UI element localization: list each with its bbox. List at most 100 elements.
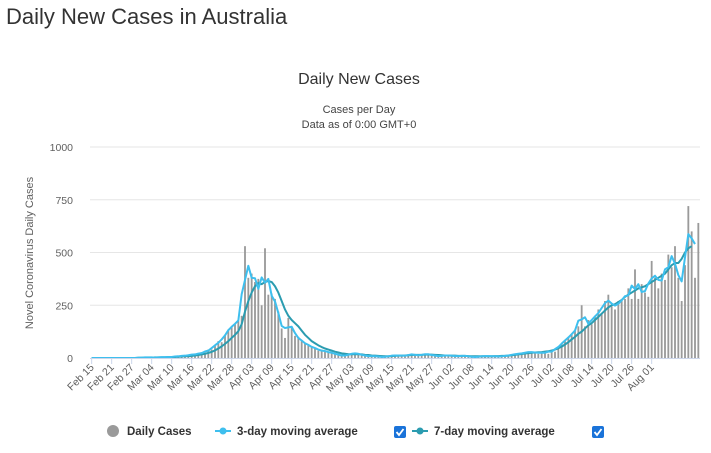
y-tick-labels: 0 250 500 750 1000 <box>50 142 74 365</box>
grid-lines <box>90 146 700 306</box>
daily-cases-bar <box>590 324 593 358</box>
daily-cases-bar <box>520 353 523 358</box>
checkbox-box <box>592 426 604 438</box>
daily-cases-bar <box>634 269 636 358</box>
chart-subtitle-line-2: Data as of 0:00 GMT+0 <box>302 119 417 131</box>
daily-cases-bar <box>697 222 700 358</box>
daily-cases-bar <box>310 346 313 358</box>
y-tick-label: 0 <box>67 353 73 365</box>
daily-cases-bar <box>420 354 423 358</box>
daily-cases-bar <box>430 354 433 358</box>
daily-cases-bar <box>270 293 273 358</box>
line-marker-dot <box>416 427 424 435</box>
daily-cases-bar <box>557 346 560 358</box>
legend-checkbox[interactable] <box>592 426 604 438</box>
moving-average-lines <box>91 233 696 359</box>
daily-cases-bar <box>670 267 673 358</box>
legend-label: Daily Cases <box>127 426 192 438</box>
daily-cases-bar <box>677 277 680 358</box>
daily-cases-bar <box>574 330 576 358</box>
daily-cases-bar <box>540 352 543 358</box>
daily-cases-bar <box>690 231 693 358</box>
daily-cases-bar <box>260 305 263 358</box>
daily-cases-bar <box>627 288 630 358</box>
daily-cases-bar <box>314 348 316 358</box>
daily-cases-bar <box>220 342 223 358</box>
legend-item-3-day-average[interactable]: 3-day moving average <box>215 426 406 438</box>
daily-cases-bar <box>600 313 603 358</box>
daily-cases-bar <box>277 311 280 358</box>
daily-cases-bar <box>527 352 530 358</box>
daily-cases-bar <box>510 354 513 358</box>
daily-cases-bar <box>414 354 416 358</box>
daily-cases-bar <box>514 354 516 358</box>
daily-cases-bar <box>210 349 213 358</box>
daily-cases-bar <box>570 334 573 358</box>
daily-cases-bar <box>360 354 363 358</box>
legend-checkbox[interactable] <box>394 426 406 438</box>
daily-cases-bar <box>267 294 270 358</box>
daily-cases-bar <box>550 349 553 358</box>
y-tick-label: 1000 <box>50 142 74 154</box>
daily-cases-bar <box>460 355 463 358</box>
daily-cases-bar <box>330 352 333 358</box>
legend-item-daily-cases[interactable]: Daily Cases <box>107 425 192 438</box>
daily-cases-bar <box>554 351 556 358</box>
daily-cases-bar <box>607 294 610 358</box>
daily-cases-bar <box>657 288 660 358</box>
daily-cases-bar <box>507 355 510 358</box>
daily-cases-bar <box>667 254 670 358</box>
daily-cases-bar <box>350 353 353 358</box>
check-icon <box>593 428 603 437</box>
daily-cases-bar <box>617 301 620 358</box>
daily-cases-bar <box>604 301 606 358</box>
line-marker-dot <box>219 427 227 435</box>
daily-cases-bar <box>494 356 496 358</box>
daily-cases-bar <box>324 351 326 358</box>
daily-cases-bar <box>544 351 546 358</box>
daily-cases-bar <box>560 343 563 358</box>
page-title: Daily New Cases in Australia <box>6 4 288 29</box>
daily-cases-bar <box>534 352 536 358</box>
daily-cases-bar <box>637 298 640 358</box>
daily-cases-bar <box>247 277 250 358</box>
daily-cases-bar <box>584 326 586 358</box>
daily-cases-bar <box>547 353 550 358</box>
daily-cases-bar <box>230 326 233 358</box>
daily-cases-bar <box>654 277 656 358</box>
daily-cases-bar <box>340 355 343 358</box>
daily-cases-bar <box>404 356 406 358</box>
daily-cases-bar <box>307 345 310 358</box>
daily-cases-bar <box>264 248 266 358</box>
daily-cases-bar <box>664 279 666 358</box>
three-day-average-line <box>91 233 696 359</box>
daily-cases-bar <box>530 351 533 358</box>
daily-cases-bar <box>537 353 540 358</box>
daily-cases-bar <box>354 352 356 358</box>
daily-cases-bar <box>457 356 460 358</box>
daily-cases-bar <box>334 353 336 358</box>
daily-cases-bar <box>440 356 443 358</box>
legend-item-7-day-average[interactable]: 7-day moving average <box>412 426 604 438</box>
daily-cases-bar <box>297 336 300 358</box>
daily-cases-bar <box>597 309 600 358</box>
daily-cases-bar <box>400 355 403 358</box>
daily-cases-bar <box>594 315 596 358</box>
legend-label: 3-day moving average <box>237 426 358 438</box>
daily-cases-bar <box>674 246 676 358</box>
daily-cases-bar <box>660 273 663 358</box>
daily-cases-bar <box>254 282 256 358</box>
daily-cases-bar <box>224 334 226 358</box>
daily-cases-bar <box>344 355 346 358</box>
daily-cases-bar <box>524 352 526 358</box>
daily-cases-bar <box>287 317 290 358</box>
daily-cases-bar <box>327 351 330 358</box>
daily-cases-bar <box>650 260 653 358</box>
daily-cases-bar <box>347 354 350 358</box>
daily-cases-bar <box>317 350 320 358</box>
checkbox-box <box>394 426 406 438</box>
daily-cases-bar <box>290 326 293 358</box>
daily-cases-bar <box>424 353 426 358</box>
daily-cases-bar <box>234 324 236 358</box>
